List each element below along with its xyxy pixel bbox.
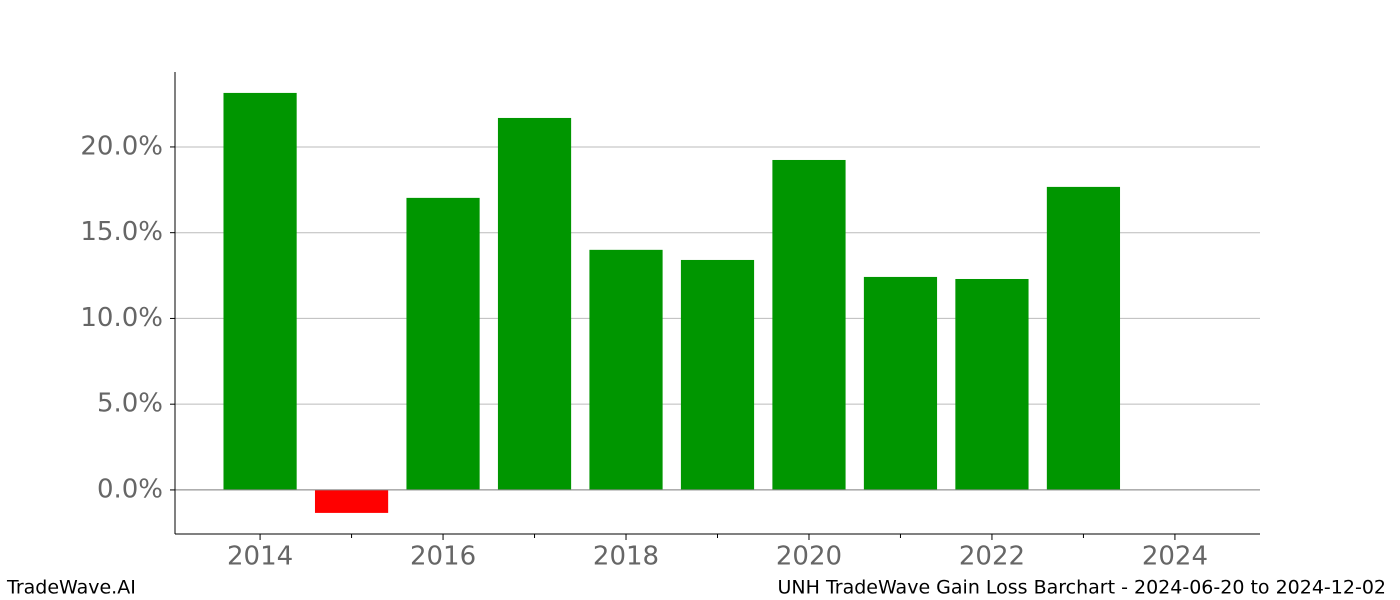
x-tick-label: 2022 [959,542,1025,572]
bar [497,117,572,490]
footer-right: UNH TradeWave Gain Loss Barchart - 2024-… [778,577,1386,599]
bar [863,276,938,490]
bar [314,489,389,513]
x-tick-label: 2014 [227,542,293,572]
y-tick-label: 15.0% [80,217,163,247]
footer-left: TradeWave.AI [6,577,136,599]
bar [589,249,663,490]
x-tick-label: 2020 [776,542,842,572]
y-tick-label: 5.0% [97,389,163,419]
y-tick-label: 10.0% [80,303,163,333]
bar [955,278,1029,490]
bar [223,92,297,490]
x-tick-label: 2018 [593,542,659,572]
bar [680,259,755,490]
x-tick-label: 2024 [1142,542,1208,572]
bar [406,197,480,490]
y-tick-label: 20.0% [80,131,163,161]
bar [1046,186,1121,490]
bar [772,159,846,490]
y-tick-label: 0.0% [97,474,163,504]
x-tick-label: 2016 [410,542,476,572]
